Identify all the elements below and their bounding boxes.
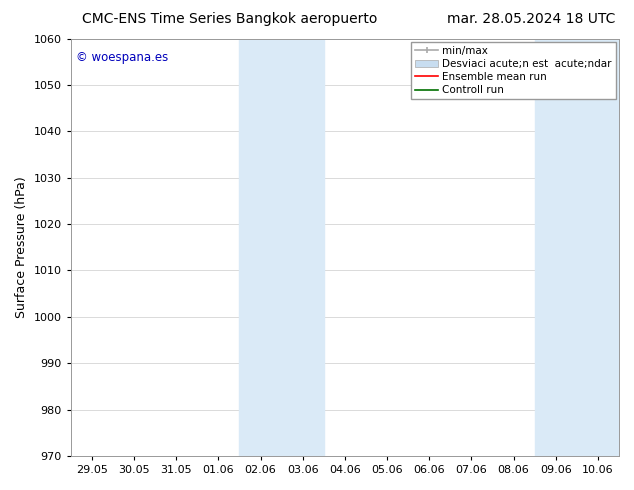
Legend: min/max, Desviaci acute;n est  acute;ndar, Ensemble mean run, Controll run: min/max, Desviaci acute;n est acute;ndar… [411, 42, 616, 99]
Bar [240, 39, 324, 456]
Text: CMC-ENS Time Series Bangkok aeropuerto: CMC-ENS Time Series Bangkok aeropuerto [82, 12, 378, 26]
Text: mar. 28.05.2024 18 UTC: mar. 28.05.2024 18 UTC [446, 12, 615, 26]
Text: © woespana.es: © woespana.es [76, 51, 169, 64]
Y-axis label: Surface Pressure (hPa): Surface Pressure (hPa) [15, 176, 28, 318]
Bar [534, 39, 619, 456]
